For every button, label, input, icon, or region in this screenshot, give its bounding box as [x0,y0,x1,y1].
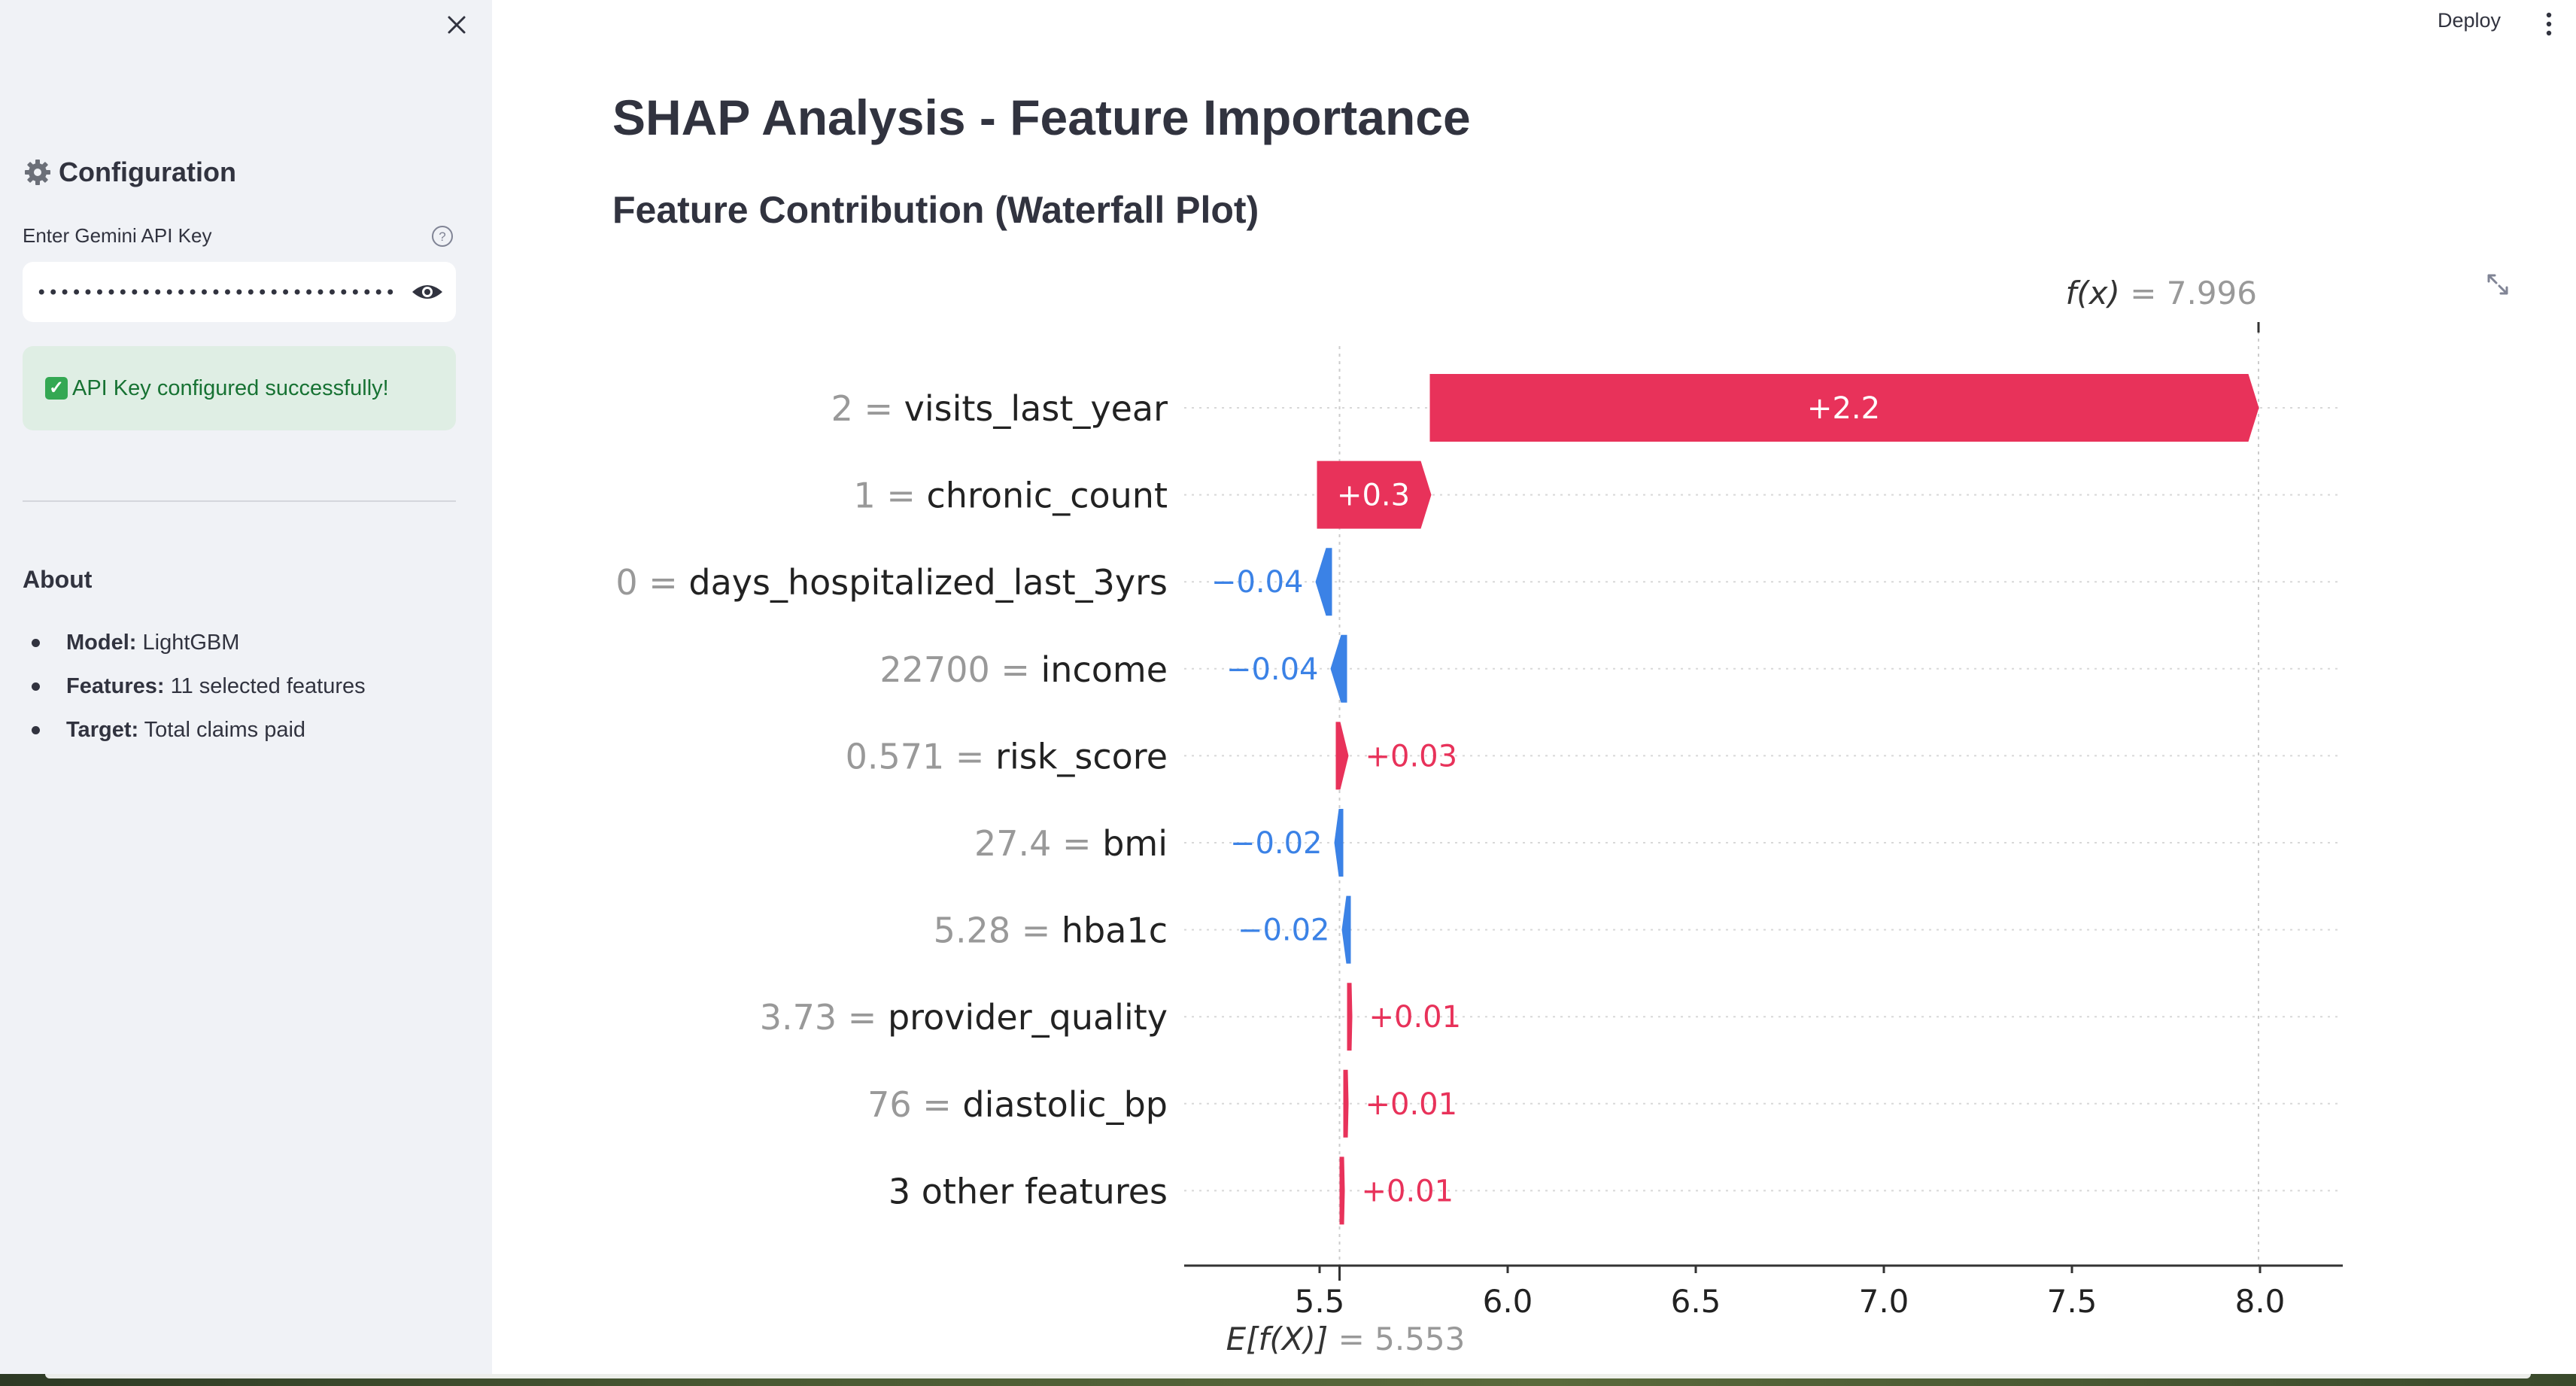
negative-bar [1341,895,1351,964]
bar-value-label: +0.3 [1337,479,1410,513]
negative-bar [1330,634,1347,703]
kebab-menu-icon[interactable] [2540,9,2558,39]
about-item-target: Target: Total claims paid [23,712,366,755]
sidebar-heading: Configuration [23,157,236,188]
x-tick-label: 6.0 [1483,1283,1533,1320]
x-tick-label: 5.5 [1295,1283,1345,1320]
x-tick-label: 7.5 [2047,1283,2098,1320]
about-item-label: Features: [66,674,165,698]
positive-bar [1339,1157,1345,1225]
feature-label: 5.28 = hba1c [934,910,1168,951]
deploy-button[interactable]: Deploy [2438,9,2502,32]
success-alert: ✓ API Key configured successfully! [23,346,456,430]
about-item-label: Model: [66,631,137,655]
about-item-label: Target: [66,718,139,742]
bar-value-label: −0.04 [1211,565,1304,600]
feature-label: 3.73 = provider_quality [760,997,1168,1038]
positive-bar [1317,460,1432,529]
bar-value-label: +0.01 [1362,1174,1454,1208]
bar-value-label: +2.2 [1807,391,1880,426]
close-icon [448,16,466,34]
positive-bar [1429,374,2259,442]
eye-icon [412,285,442,299]
api-key-field [23,262,456,324]
feature-label: 1 = chronic_count [853,476,1168,516]
success-message: API Key configured successfully! [72,375,389,400]
bar-value-label: −0.02 [1238,913,1330,948]
section-title: Feature Contribution (Waterfall Plot) [612,189,1259,231]
feature-label: 0.571 = risk_score [846,736,1168,777]
shap-waterfall-chart: f(x) = 7.996 2 = visits_last_year +2.2 1 = … [615,275,2343,1357]
feature-label: 27.4 = bmi [974,823,1168,864]
sidebar: Configuration Enter Gemini API Key ? ✓ A… [0,0,492,1374]
expand-icon[interactable] [2484,271,2511,298]
about-list: Model: LightGBM Features: 11 selected fe… [23,625,366,755]
toggle-visibility-button[interactable] [408,277,447,307]
x-tick-label: 6.5 [1671,1283,1721,1320]
base-value-label: E[f(X)] = 5.553 [1226,1321,1466,1357]
about-item-value: LightGBM [136,631,240,655]
svg-text:?: ? [439,229,445,244]
bar-value-label: −0.04 [1226,652,1319,687]
about-item-features: Features: 11 selected features [23,668,366,712]
feature-label: 3 other features [889,1171,1168,1211]
feature-label: 22700 = income [879,649,1168,690]
about-item-model: Model: LightGBM [23,625,366,668]
api-key-label: Enter Gemini API Key [23,224,212,247]
positive-bar [1335,722,1349,790]
close-sidebar-button[interactable] [441,9,472,41]
check-icon: ✓ [45,377,68,400]
positive-bar [1347,983,1353,1051]
bar-value-label: +0.01 [1369,1000,1462,1035]
page-title: SHAP Analysis - Feature Importance [612,90,1471,145]
bottom-edge [0,1374,2576,1386]
sidebar-title: Configuration [59,157,236,187]
positive-bar [1343,1069,1349,1138]
feature-label: 2 = visits_last_year [831,388,1168,429]
about-item-value: Total claims paid [138,718,306,742]
help-icon[interactable]: ? [430,224,454,248]
about-item-value: 11 selected features [164,674,366,698]
x-tick-label: 8.0 [2235,1283,2286,1320]
about-heading: About [23,566,93,593]
fx-label: f(x) = 7.996 [2065,275,2257,312]
bar-value-label: +0.03 [1365,739,1458,774]
feature-label: 0 = days_hospitalized_last_3yrs [615,562,1168,603]
gear-icon [25,160,50,185]
sidebar-divider [23,500,456,502]
negative-bar [1334,809,1344,877]
bar-value-label: −0.02 [1230,826,1323,861]
negative-bar [1315,548,1332,616]
api-key-input[interactable] [35,262,399,324]
x-tick-label: 7.0 [1859,1283,1909,1320]
bar-value-label: +0.01 [1365,1087,1458,1122]
feature-label: 76 = diastolic_bp [867,1084,1168,1125]
